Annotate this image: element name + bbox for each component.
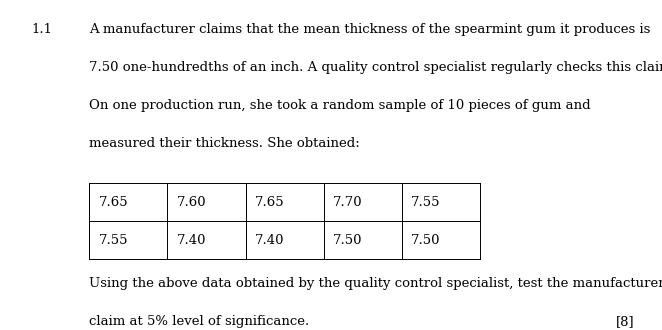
Text: 7.50: 7.50 — [333, 234, 363, 247]
Text: 7.60: 7.60 — [177, 196, 207, 209]
Text: 7.50: 7.50 — [411, 234, 441, 247]
Text: 7.65: 7.65 — [255, 196, 285, 209]
Text: 7.55: 7.55 — [411, 196, 441, 209]
Text: 7.50 one-hundredths of an inch. A quality control specialist regularly checks th: 7.50 one-hundredths of an inch. A qualit… — [89, 61, 662, 74]
Text: 7.65: 7.65 — [99, 196, 128, 209]
Text: 7.40: 7.40 — [177, 234, 207, 247]
Text: On one production run, she took a random sample of 10 pieces of gum and: On one production run, she took a random… — [89, 99, 591, 112]
Text: A manufacturer claims that the mean thickness of the spearmint gum it produces i: A manufacturer claims that the mean thic… — [89, 23, 651, 36]
Text: 7.70: 7.70 — [333, 196, 363, 209]
Text: Using the above data obtained by the quality control specialist, test the manufa: Using the above data obtained by the qua… — [89, 277, 662, 290]
Text: measured their thickness. She obtained:: measured their thickness. She obtained: — [89, 137, 360, 150]
Text: 7.55: 7.55 — [99, 234, 128, 247]
Text: 1.1: 1.1 — [32, 23, 53, 36]
Text: 7.40: 7.40 — [255, 234, 285, 247]
Text: [8]: [8] — [616, 315, 634, 328]
Text: claim at 5% level of significance.: claim at 5% level of significance. — [89, 315, 310, 328]
